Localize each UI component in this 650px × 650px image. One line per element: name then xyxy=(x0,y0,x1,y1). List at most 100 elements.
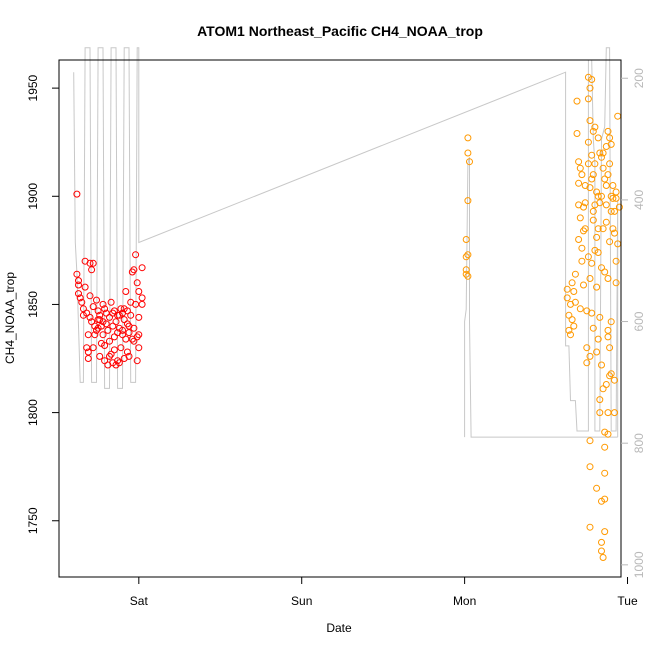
data-point xyxy=(106,313,113,321)
data-point xyxy=(609,225,617,233)
data-point xyxy=(104,326,112,334)
data-point xyxy=(589,127,597,135)
data-point xyxy=(135,331,143,339)
data-point xyxy=(86,292,94,300)
data-point xyxy=(88,266,96,274)
data-point xyxy=(586,184,594,192)
data-point xyxy=(596,396,604,404)
data-point xyxy=(570,288,578,295)
data-point xyxy=(86,313,94,321)
data-point xyxy=(594,225,602,233)
data-point xyxy=(135,313,143,321)
right-tick-label: 800 xyxy=(632,433,646,453)
data-point xyxy=(584,253,592,261)
data-point xyxy=(588,175,596,183)
data-point xyxy=(601,268,609,276)
data-point xyxy=(135,344,143,352)
data-point xyxy=(565,311,573,319)
x-tick-label: Tue xyxy=(617,594,638,608)
data-point xyxy=(596,409,604,417)
data-point xyxy=(89,259,97,267)
x-tick-label: Mon xyxy=(453,594,476,608)
data-point xyxy=(588,151,596,159)
data-point xyxy=(581,199,589,207)
x-axis: Sat Sun Mon Tue xyxy=(130,577,638,608)
data-point xyxy=(601,443,609,451)
data-point xyxy=(75,277,82,285)
data-point xyxy=(599,164,607,172)
data-point xyxy=(615,203,623,211)
data-point xyxy=(567,331,574,339)
data-point xyxy=(86,259,94,267)
data-point xyxy=(110,333,118,341)
data-point xyxy=(462,253,470,261)
data-point xyxy=(125,329,133,337)
data-point xyxy=(462,270,470,278)
data-point xyxy=(133,333,141,341)
data-point xyxy=(563,294,571,302)
data-point xyxy=(586,523,594,531)
data-point xyxy=(601,469,609,477)
data-point xyxy=(601,495,609,503)
right-tick-label: 600 xyxy=(632,311,646,331)
data-point xyxy=(576,214,584,222)
data-point xyxy=(588,259,596,267)
data-point xyxy=(578,257,586,265)
right-tick-label: 1000 xyxy=(632,551,646,578)
data-point xyxy=(571,270,579,278)
y-tick-label: 1900 xyxy=(26,183,40,210)
data-point xyxy=(127,311,135,319)
data-point xyxy=(464,149,472,157)
data-point xyxy=(573,130,581,137)
data-point xyxy=(606,344,614,352)
data-point xyxy=(598,361,605,369)
data-point xyxy=(611,207,618,215)
data-point xyxy=(612,279,620,287)
data-point xyxy=(93,296,100,304)
data-point xyxy=(584,95,592,103)
data-point xyxy=(568,279,576,287)
data-point xyxy=(130,337,138,345)
data-point xyxy=(591,246,599,254)
data-point xyxy=(596,149,604,157)
data-point xyxy=(604,333,612,341)
data-point xyxy=(122,288,130,295)
data-point xyxy=(462,236,470,243)
data-point xyxy=(132,251,140,259)
data-point xyxy=(119,331,126,339)
data-point xyxy=(607,370,615,378)
data-point xyxy=(604,326,612,334)
data-point xyxy=(102,309,110,317)
data-point xyxy=(115,359,123,367)
data-point xyxy=(602,201,610,209)
data-point xyxy=(106,337,113,345)
data-point xyxy=(133,279,141,287)
data-point xyxy=(125,352,133,360)
data-point xyxy=(109,309,117,317)
data-point xyxy=(101,342,109,349)
data-point xyxy=(609,194,617,202)
data-point xyxy=(138,294,146,302)
data-point xyxy=(583,344,591,352)
data-point xyxy=(602,218,610,226)
data-point xyxy=(75,290,82,298)
data-point xyxy=(101,305,109,313)
data-point xyxy=(84,355,92,362)
data-point xyxy=(598,264,605,272)
data-point xyxy=(589,324,597,332)
data-point xyxy=(598,538,605,546)
data-point xyxy=(586,117,594,125)
data-point xyxy=(462,266,470,274)
data-point xyxy=(138,264,146,272)
data-point xyxy=(78,298,86,306)
data-point xyxy=(598,547,605,555)
data-point xyxy=(120,316,128,324)
data-point xyxy=(110,346,118,354)
data-point xyxy=(596,199,604,207)
data-point xyxy=(594,335,602,343)
data-point xyxy=(604,127,612,135)
data-point xyxy=(586,84,594,92)
plot-area-frame xyxy=(58,59,622,578)
data-point xyxy=(611,229,618,237)
data-points xyxy=(73,73,623,561)
